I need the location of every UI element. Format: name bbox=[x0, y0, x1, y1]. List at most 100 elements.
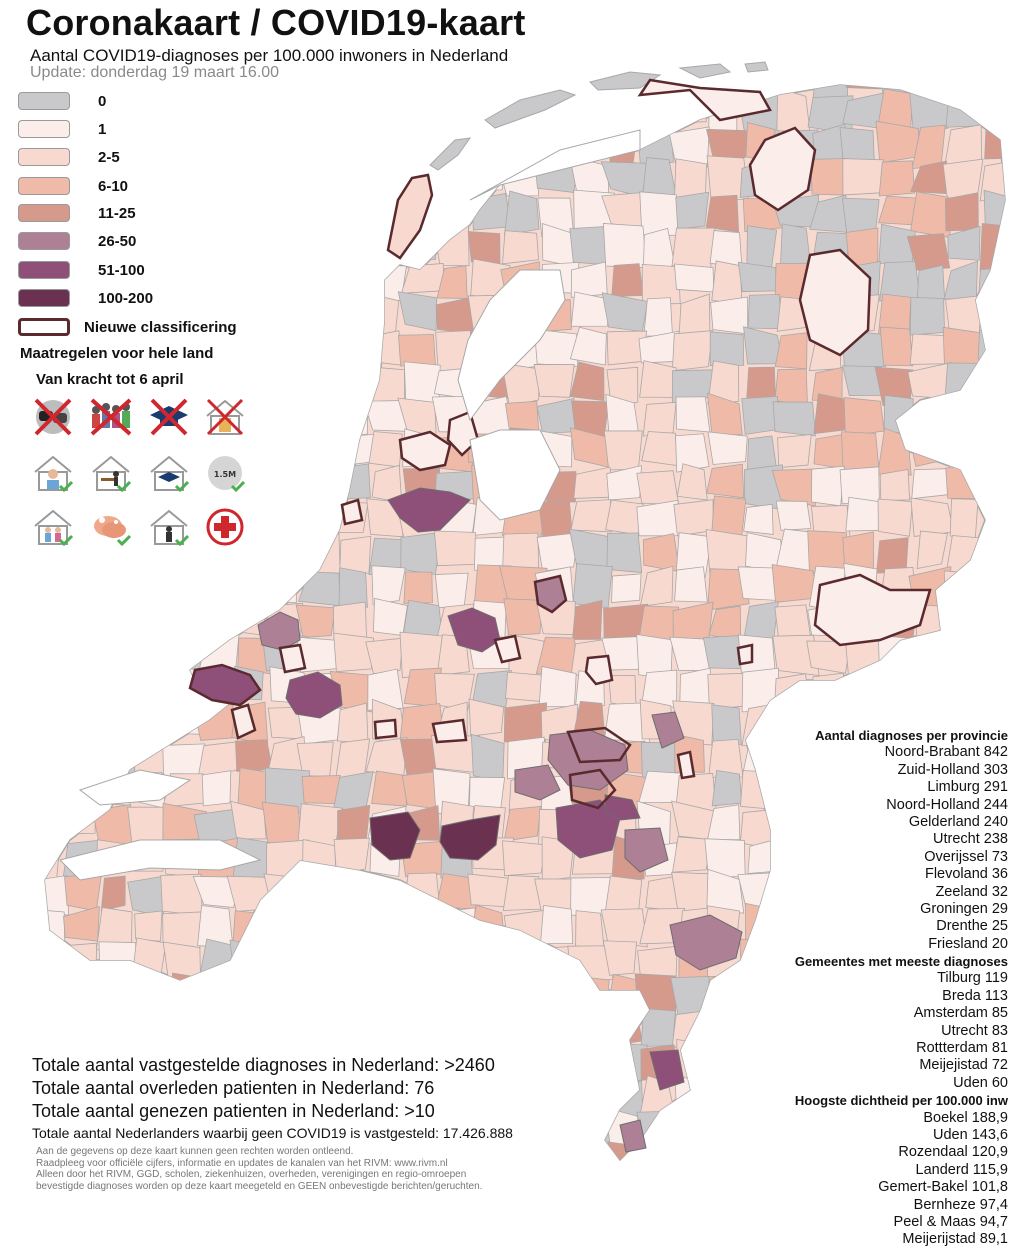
municipality-cell bbox=[401, 1012, 441, 1050]
municipality-line: Rottterdam 81 bbox=[916, 1040, 1008, 1057]
municipality-cell bbox=[337, 87, 375, 135]
municipality-cell bbox=[569, 361, 605, 402]
outline-arnhem bbox=[584, 654, 614, 686]
municipality-cell bbox=[198, 124, 234, 168]
municipality-cell bbox=[675, 433, 710, 473]
municipality-cell bbox=[532, 1082, 579, 1121]
outline-veenendaal bbox=[493, 634, 522, 664]
legend-swatch bbox=[18, 120, 70, 138]
totals-block: Totale aantal vastgestelde diagnoses in … bbox=[32, 1054, 513, 1143]
municipality-cell bbox=[132, 193, 165, 228]
region-amersfoort bbox=[533, 574, 568, 614]
municipality-cell bbox=[675, 396, 711, 433]
municipality-cell bbox=[236, 328, 274, 368]
municipality-cell bbox=[299, 192, 336, 233]
municipality-cell bbox=[434, 907, 476, 946]
municipality-cell bbox=[675, 532, 713, 578]
municipality-cell bbox=[301, 775, 341, 805]
municipality-cell bbox=[911, 397, 949, 439]
municipality-cell bbox=[980, 599, 1005, 646]
municipality-cell bbox=[45, 840, 61, 881]
municipality-cell bbox=[367, 668, 404, 711]
municipality-cell bbox=[199, 1009, 238, 1045]
municipality-cell bbox=[233, 159, 266, 200]
municipality-cell bbox=[979, 223, 1005, 273]
municipality-cell bbox=[948, 635, 982, 681]
municipality-cell bbox=[403, 361, 441, 403]
municipality-cell bbox=[230, 800, 267, 840]
no-gatherings-icon bbox=[90, 398, 132, 436]
municipality-cell bbox=[400, 940, 439, 983]
municipality-cell bbox=[335, 395, 369, 440]
municipality-cell bbox=[945, 535, 991, 577]
municipality-cell bbox=[101, 636, 135, 673]
distance-badge-text: 1.5M bbox=[214, 470, 236, 479]
legend-label: 26-50 bbox=[98, 232, 137, 250]
municipality-cell bbox=[233, 1006, 270, 1055]
total-deceased: Totale aantal overleden patienten in Ned… bbox=[32, 1078, 435, 1098]
municipality-cell bbox=[468, 976, 509, 1013]
municipality-cell bbox=[338, 567, 368, 608]
province-line: Friesland 20 bbox=[928, 935, 1008, 952]
density-line: Peel & Maas 94,7 bbox=[893, 1213, 1008, 1230]
municipality-cell bbox=[295, 604, 336, 638]
municipality-cell bbox=[672, 836, 711, 873]
municipality-cell bbox=[131, 162, 167, 204]
schools-closed-icon bbox=[150, 398, 188, 436]
municipality-cell bbox=[573, 1043, 608, 1079]
municipality-cell bbox=[941, 669, 983, 709]
municipality-cell bbox=[743, 503, 774, 535]
municipality-cell bbox=[230, 567, 276, 607]
municipality-cell bbox=[200, 226, 237, 266]
markermeer bbox=[469, 429, 561, 521]
municipality-cell bbox=[197, 740, 241, 777]
municipality-cell bbox=[131, 603, 169, 639]
disclaimer-line: Aan de gegevens op deze kaart kunnen gee… bbox=[36, 1146, 354, 1157]
municipality-cell bbox=[602, 940, 637, 976]
municipality-cell bbox=[642, 401, 677, 437]
municipality-cell bbox=[675, 191, 710, 230]
municipality-cell bbox=[61, 602, 99, 635]
municipality-line: Meijejistad 72 bbox=[919, 1057, 1008, 1074]
legend-label: Nieuwe classificering bbox=[84, 318, 237, 336]
municipality-cell bbox=[706, 463, 745, 499]
map-subtitle: Aantal COVID19-diagnoses per 100.000 inw… bbox=[30, 46, 509, 65]
legend-swatch bbox=[18, 261, 70, 279]
municipality-cell bbox=[643, 297, 673, 337]
municipality-cell bbox=[193, 92, 234, 132]
municipality-cell bbox=[570, 1142, 616, 1160]
region-oss bbox=[514, 764, 561, 801]
outline-lelystad bbox=[398, 430, 452, 472]
municipality-cell bbox=[45, 1008, 60, 1047]
municipality-cell bbox=[883, 394, 914, 434]
municipality-cell bbox=[537, 975, 581, 1017]
water-bodies bbox=[59, 129, 641, 881]
municipality-cell bbox=[371, 770, 408, 807]
municipality-cell bbox=[906, 233, 951, 271]
municipality-cell bbox=[946, 85, 977, 103]
legend-swatch bbox=[18, 148, 70, 166]
municipality-cell bbox=[430, 1012, 478, 1051]
municipality-cell bbox=[264, 567, 297, 603]
island-texel bbox=[386, 173, 434, 260]
municipality-cell bbox=[570, 499, 612, 533]
municipality-cell bbox=[503, 598, 543, 636]
municipality-cell bbox=[45, 701, 65, 745]
municipality-cell bbox=[336, 973, 365, 1016]
municipality-cell bbox=[201, 770, 232, 807]
region-rozendaal bbox=[651, 711, 685, 749]
municipality-cell bbox=[160, 190, 203, 229]
outline-dordrecht bbox=[230, 703, 257, 740]
municipality-cell bbox=[263, 908, 306, 948]
municipality-cell bbox=[98, 941, 140, 979]
municipality-cell bbox=[60, 809, 97, 835]
municipality-cell bbox=[163, 161, 201, 196]
density-line: Boekel 188,9 bbox=[923, 1109, 1008, 1126]
total-without-covid: Totale aantal Nederlanders waarbij geen … bbox=[32, 1125, 513, 1141]
municipality-cell bbox=[710, 296, 749, 335]
municipality-cell bbox=[131, 937, 167, 982]
municipality-cell bbox=[604, 90, 648, 134]
municipality-cell bbox=[338, 942, 373, 979]
municipality-cell bbox=[228, 197, 272, 227]
municipality-cell bbox=[503, 910, 544, 945]
